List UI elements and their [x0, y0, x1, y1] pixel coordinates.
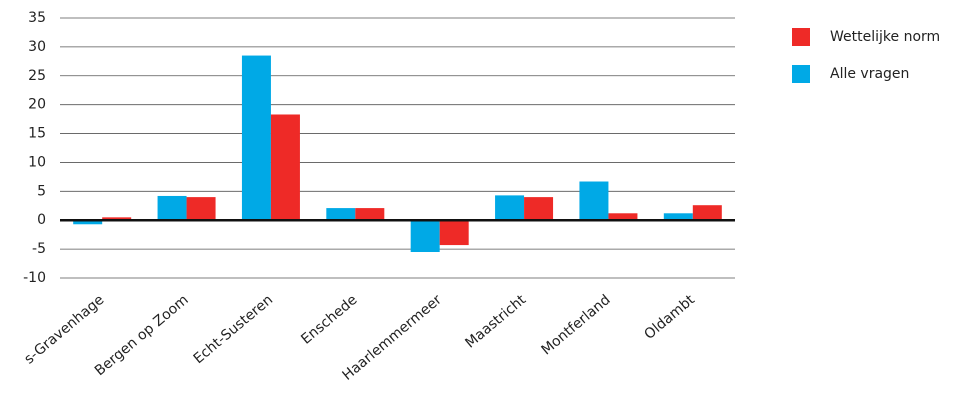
x-tick-label: Oldambt	[641, 292, 698, 343]
bar	[608, 213, 638, 221]
legend-swatch	[792, 65, 810, 83]
y-tick-label: 30	[28, 39, 46, 55]
y-tick-label: 0	[37, 212, 46, 228]
y-tick-label: 35	[28, 10, 46, 26]
bar	[73, 220, 103, 225]
bar	[410, 220, 440, 252]
bar	[102, 217, 132, 221]
y-tick-label: -10	[23, 270, 46, 286]
x-tick-label: Enschede	[298, 292, 360, 348]
bar	[495, 195, 525, 221]
bar	[355, 208, 385, 221]
x-tick-label: Bergen op Zoom	[92, 292, 192, 379]
bar	[270, 114, 300, 221]
x-tick-label: Echt-Susteren	[191, 292, 276, 367]
bar	[692, 205, 722, 221]
x-tick-label: Montferland	[539, 292, 614, 359]
legend-swatch	[792, 28, 810, 46]
bar	[439, 220, 469, 246]
y-tick-label: 10	[28, 154, 46, 170]
y-tick-label: 20	[28, 97, 46, 113]
bar	[241, 55, 271, 221]
bar	[157, 195, 187, 221]
bar	[663, 213, 693, 221]
bar	[186, 197, 216, 221]
bar	[524, 197, 554, 221]
y-tick-label: 25	[28, 68, 46, 84]
legend-label: Wettelijke norm	[830, 29, 940, 45]
legend-label: Alle vragen	[830, 66, 909, 82]
y-tick-label: 5	[37, 183, 46, 199]
x-tick-label: s-Gravenhage	[21, 292, 107, 368]
bar	[326, 208, 356, 221]
y-tick-label: -5	[32, 241, 46, 257]
y-tick-label: 15	[28, 126, 46, 142]
x-tick-label: Maastricht	[462, 292, 529, 352]
bar	[579, 181, 609, 221]
